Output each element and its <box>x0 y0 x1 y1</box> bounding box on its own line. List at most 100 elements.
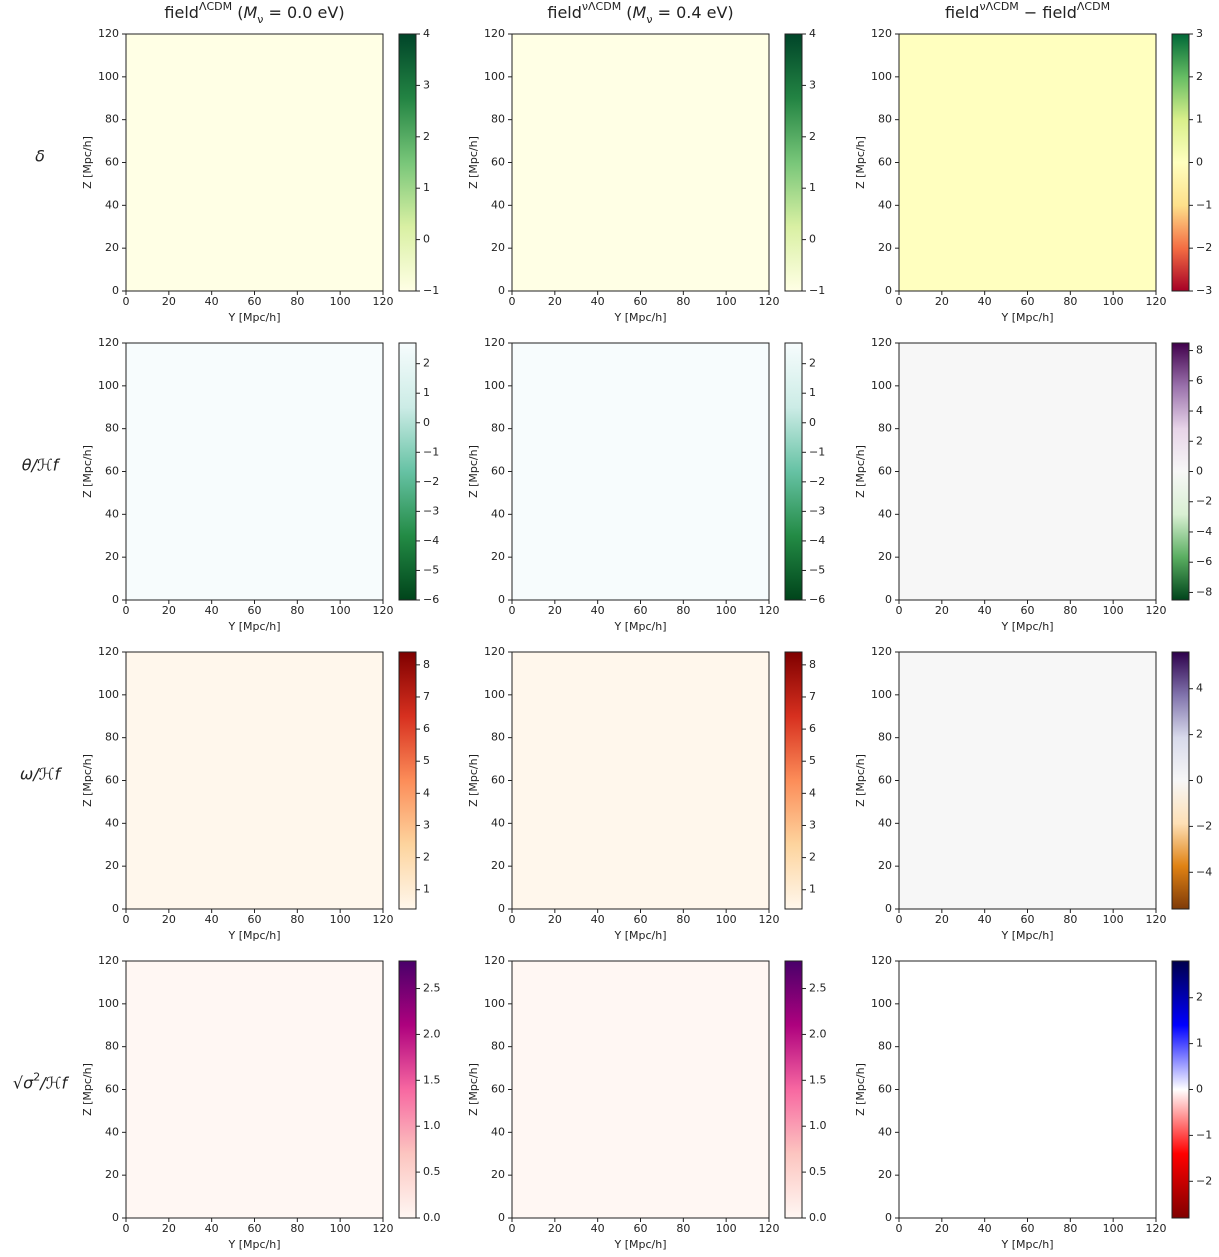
colorbar-tick-label: 3 <box>1196 27 1203 40</box>
x-tick-label: 0 <box>123 913 130 926</box>
y-tick-label: 60 <box>491 156 505 169</box>
column-title-part: νΛCDM <box>979 0 1018 13</box>
y-tick-label: 120 <box>871 27 892 40</box>
colorbar <box>1171 342 1190 601</box>
column-title-part: ( <box>621 3 632 22</box>
x-tick-label: 60 <box>1021 913 1035 926</box>
y-tick-label: 0 <box>498 902 505 915</box>
y-tick-label: 100 <box>871 997 892 1010</box>
row-label-part: /ℋf <box>38 1073 69 1092</box>
x-tick-label: 60 <box>248 604 262 617</box>
x-tick-label: 80 <box>290 604 304 617</box>
y-tick-label: 60 <box>105 156 119 169</box>
x-tick-label: 120 <box>1146 1222 1167 1235</box>
x-axis-label: Y [Mpc/h] <box>1001 620 1054 633</box>
colorbar-tick-label: −6 <box>809 593 825 606</box>
colorbar-tick-label: 0 <box>1196 465 1203 478</box>
y-axis-label: Z [Mpc/h] <box>81 136 94 189</box>
x-tick-label: 60 <box>634 604 648 617</box>
x-tick-label: 40 <box>591 913 605 926</box>
x-tick-label: 120 <box>759 295 780 308</box>
row-label: ω/ℋf <box>20 764 63 783</box>
y-tick-label: 40 <box>105 198 119 211</box>
colorbar-tick-label: 0 <box>423 233 430 246</box>
y-tick-label: 20 <box>491 1168 505 1181</box>
column-title-part: field <box>945 3 980 22</box>
colorbar <box>398 342 417 601</box>
heatmap <box>512 343 769 600</box>
y-axis-label: Z [Mpc/h] <box>467 445 480 498</box>
colorbar-tick-label: −1 <box>423 284 439 297</box>
x-tick-label: 40 <box>591 295 605 308</box>
y-tick-label: 60 <box>878 1083 892 1096</box>
colorbar-tick-label: 6 <box>1196 374 1203 387</box>
x-tick-label: 60 <box>1021 295 1035 308</box>
colorbar <box>784 651 803 910</box>
colorbar-tick-label: 2 <box>809 130 816 143</box>
x-tick-label: 20 <box>548 1222 562 1235</box>
colorbar-tick-label: 4 <box>809 786 816 799</box>
column-title-part: field <box>164 3 199 22</box>
colorbar-tick-label: 1 <box>809 181 816 194</box>
x-axis-label: Y [Mpc/h] <box>1001 1238 1054 1251</box>
y-tick-label: 60 <box>878 465 892 478</box>
column-title: fieldνΛCDM − fieldΛCDM <box>945 0 1110 22</box>
y-tick-label: 40 <box>491 507 505 520</box>
x-tick-label: 0 <box>509 913 516 926</box>
x-tick-label: 120 <box>759 1222 780 1235</box>
y-tick-label: 60 <box>491 774 505 787</box>
colorbar-tick-label: −4 <box>809 534 825 547</box>
column-title-part: field <box>547 3 582 22</box>
y-tick-label: 20 <box>491 859 505 872</box>
row-label-part: ω/ℋf <box>20 764 63 783</box>
colorbar-tick-label: 2 <box>423 130 430 143</box>
heatmap <box>126 652 383 909</box>
colorbar-tick-label: 8 <box>1196 344 1203 357</box>
x-tick-label: 120 <box>1146 604 1167 617</box>
y-tick-label: 0 <box>498 1211 505 1224</box>
y-axis-label: Z [Mpc/h] <box>854 445 867 498</box>
y-tick-label: 80 <box>878 422 892 435</box>
y-tick-label: 20 <box>105 859 119 872</box>
y-tick-label: 60 <box>105 1083 119 1096</box>
colorbar-tick-label: 0 <box>809 416 816 429</box>
colorbar-tick-label: −4 <box>1196 525 1212 538</box>
row-label-part: √ <box>13 1073 24 1092</box>
x-tick-label: 80 <box>676 604 690 617</box>
x-tick-label: 0 <box>509 604 516 617</box>
y-tick-label: 0 <box>498 593 505 606</box>
y-tick-label: 120 <box>484 27 505 40</box>
x-tick-label: 20 <box>162 913 176 926</box>
colorbar-tick-label: 2 <box>1196 70 1203 83</box>
y-tick-label: 40 <box>491 816 505 829</box>
y-tick-label: 120 <box>98 645 119 658</box>
colorbar-tick-label: −2 <box>809 475 825 488</box>
colorbar-tick-label: 2.0 <box>423 1027 441 1040</box>
column-title-part: νΛCDM <box>582 0 621 13</box>
x-axis-label: Y [Mpc/h] <box>228 311 281 324</box>
colorbar-tick-label: −8 <box>1196 585 1212 598</box>
y-tick-label: 0 <box>112 284 119 297</box>
x-axis-label: Y [Mpc/h] <box>228 620 281 633</box>
x-tick-label: 80 <box>290 913 304 926</box>
x-tick-label: 100 <box>330 295 351 308</box>
y-axis-label: Z [Mpc/h] <box>467 1063 480 1116</box>
x-tick-label: 0 <box>896 604 903 617</box>
y-tick-label: 80 <box>491 422 505 435</box>
column-title-part: ( <box>232 3 243 22</box>
y-axis-label: Z [Mpc/h] <box>854 1063 867 1116</box>
x-tick-label: 40 <box>978 295 992 308</box>
colorbar <box>784 960 803 1219</box>
y-tick-label: 40 <box>878 198 892 211</box>
y-tick-label: 40 <box>105 1125 119 1138</box>
y-tick-label: 80 <box>491 731 505 744</box>
y-tick-label: 100 <box>98 688 119 701</box>
colorbar-tick-label: 1 <box>1196 113 1203 126</box>
colorbar-tick-label: −6 <box>1196 555 1212 568</box>
colorbar-tick-label: −2 <box>1196 819 1212 832</box>
heatmap <box>126 34 383 291</box>
colorbar-tick-label: 2 <box>1196 434 1203 447</box>
colorbar-tick-label: 8 <box>809 658 816 671</box>
x-tick-label: 40 <box>978 913 992 926</box>
